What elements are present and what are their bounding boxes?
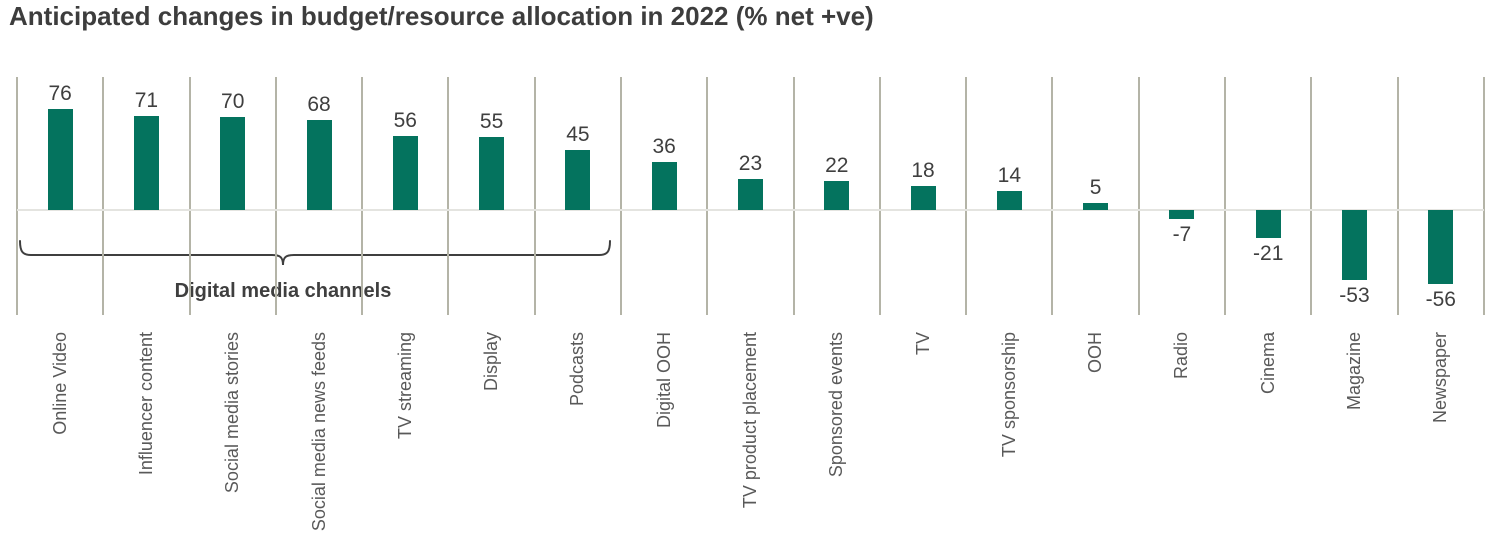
bar-value-label: 23 [738,152,763,176]
chart-title: Anticipated changes in budget/resource a… [9,1,874,31]
category-label: Podcasts [567,332,588,407]
category-label: TV product placement [739,332,760,509]
bar-digital-ooh [651,162,677,210]
category-label: Newspaper [1430,332,1451,424]
bar-ooh [1083,203,1109,210]
gridline [102,77,105,315]
category-label: Sponsored events [826,332,847,478]
bar-radio [1169,210,1195,220]
category-label: Influencer content [135,332,156,476]
bar-magazine [1341,210,1367,281]
bar-value-label: 14 [997,164,1021,188]
gridline [706,77,709,315]
category-label: Magazine [1343,332,1364,411]
gridline [965,77,968,315]
bar-cinema [1255,210,1281,238]
category-label: Online Video [49,332,70,435]
bar-social-media-stories [220,116,246,210]
digital-media-channels-label: Digital media channels [174,280,392,302]
bar-value-label: 18 [911,159,935,183]
bar-value-label: 71 [134,88,159,112]
category-label: TV streaming [394,332,415,440]
bar-value-label: -56 [1425,288,1456,312]
category-label: Radio [1171,332,1192,380]
gridline [361,77,364,315]
gridline [533,77,536,315]
bar-value-label: 70 [221,89,245,113]
bar-value-label: 76 [48,81,72,105]
gridline [1051,77,1054,315]
gridline [1137,77,1140,315]
bar-value-label: 22 [825,153,849,177]
bar-value-label: 45 [566,123,590,147]
bar-value-label: 55 [479,109,504,133]
gridline [620,77,623,315]
gridline [1224,77,1227,315]
gridline [16,77,18,315]
bar-tv [910,186,936,210]
gridline [1396,77,1399,315]
bar-podcasts [565,150,591,210]
category-label: Cinema [1257,332,1278,395]
category-label: TV [912,332,933,356]
category-label: Social media news feeds [308,332,329,532]
gridline [1310,77,1313,315]
zero-axis-line [17,209,1484,211]
bar-influencer-content [133,115,159,210]
bar-value-label: -53 [1339,284,1370,308]
category-label: Digital OOH [653,332,674,429]
bar-display [479,136,505,210]
gridline [447,77,450,315]
bar-value-label: -21 [1253,241,1284,265]
gridline [274,77,277,315]
category-label: TV sponsorship [998,332,1019,458]
bar-tv-product-placement [737,179,763,210]
gridline [878,77,881,315]
bar-value-label: -7 [1172,223,1192,247]
digital-media-channels-bracket [19,240,611,266]
gridline [188,77,191,315]
bar-sponsored-events [824,180,850,210]
bar-online-video [47,108,73,210]
bar-tv-sponsorship [996,191,1022,210]
gridline [1482,77,1485,315]
bar-value-label: 5 [1089,176,1102,200]
bar-tv-streaming [392,135,418,210]
bar-value-label: 68 [307,92,331,116]
bar-social-media-news-feeds [306,119,332,210]
bar-value-label: 36 [652,135,676,159]
category-label: Display [481,332,502,392]
bar-newspaper [1428,210,1454,285]
gridline [792,77,795,315]
category-label: OOH [1085,332,1106,374]
category-label: Social media stories [222,332,243,494]
bar-value-label: 56 [393,108,417,132]
